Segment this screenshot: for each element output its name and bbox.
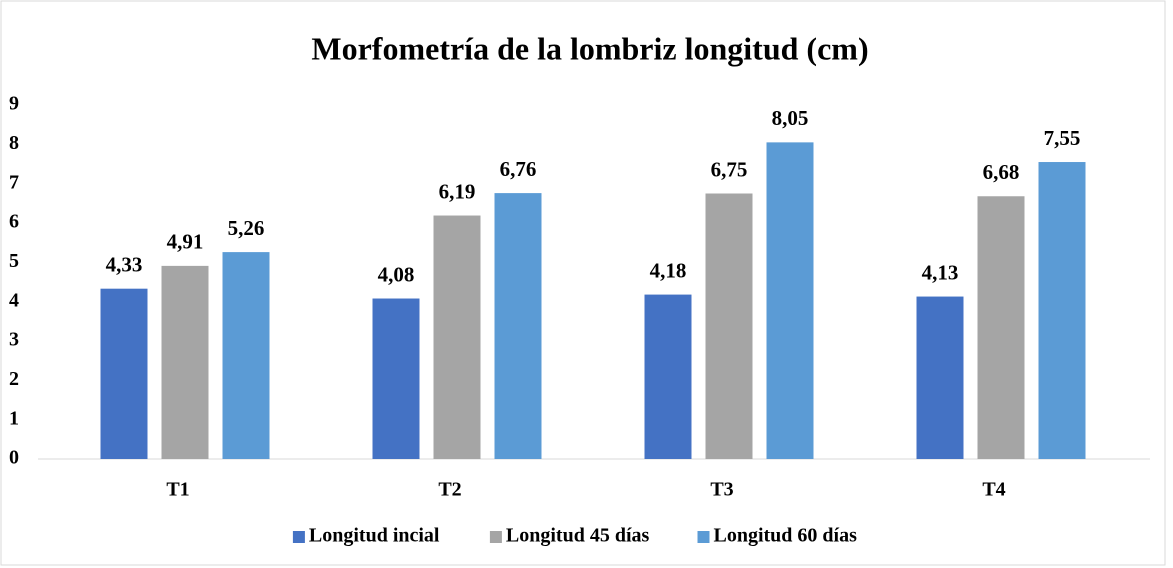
- bar: [161, 265, 209, 459]
- bar: [372, 298, 420, 459]
- x-tick-label: T1: [166, 479, 189, 501]
- bar: [766, 142, 814, 459]
- bar: [433, 215, 481, 459]
- value-label: 4,91: [167, 230, 204, 254]
- y-tick-label: 8: [9, 132, 19, 154]
- legend-label: Longitud 45 días: [506, 525, 650, 547]
- bar: [100, 288, 148, 459]
- legend-swatch: [292, 531, 305, 543]
- y-tick-label: 7: [9, 171, 19, 193]
- value-label: 4,08: [378, 262, 415, 286]
- value-label: 6,68: [983, 160, 1020, 184]
- y-tick-label: 0: [9, 447, 19, 469]
- bar: [494, 193, 542, 459]
- chart-title: Morfometría de la lombriz longitud (cm): [311, 30, 868, 66]
- value-label: 7,55: [1044, 126, 1081, 150]
- value-label: 4,13: [922, 260, 959, 284]
- bar: [222, 252, 270, 459]
- y-tick-label: 5: [9, 250, 19, 272]
- bar: [1038, 162, 1086, 460]
- legend-label: Longitud 60 días: [714, 525, 858, 547]
- bar: [916, 296, 964, 459]
- value-label: 6,75: [711, 157, 748, 181]
- value-label: 5,26: [228, 216, 265, 240]
- value-label: 4,33: [106, 252, 143, 276]
- legend-label: Longitud incial: [309, 525, 440, 547]
- bar: [705, 193, 753, 459]
- value-label: 6,19: [439, 179, 476, 203]
- value-label: 8,05: [772, 106, 809, 130]
- bar: [644, 294, 692, 459]
- x-tick-label: T4: [982, 479, 1005, 501]
- y-tick-label: 9: [9, 93, 19, 115]
- bar: [977, 196, 1025, 459]
- y-tick-label: 1: [9, 407, 19, 429]
- x-tick-label: T3: [710, 479, 733, 501]
- y-tick-label: 3: [9, 329, 19, 351]
- value-label: 4,18: [650, 258, 687, 282]
- value-label: 6,76: [500, 157, 537, 181]
- legend-swatch: [489, 531, 502, 543]
- y-tick-label: 4: [9, 289, 19, 311]
- y-tick-label: 6: [9, 211, 19, 233]
- x-tick-label: T2: [438, 479, 461, 501]
- y-tick-label: 2: [9, 368, 19, 390]
- legend-swatch: [697, 531, 710, 543]
